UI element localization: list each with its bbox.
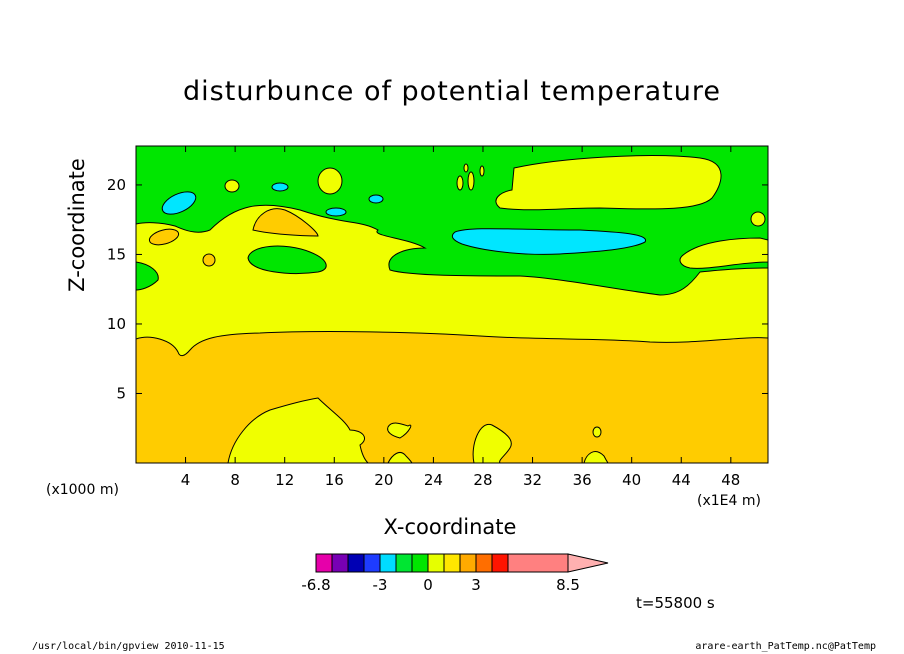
colorbar-arrow bbox=[567, 553, 609, 573]
colorbar-swatch bbox=[475, 553, 493, 573]
colorbar-swatch bbox=[459, 553, 477, 573]
colorbar-tick-label: -3 bbox=[373, 576, 388, 594]
colorbar-swatch bbox=[315, 553, 333, 573]
x-tick-label: 48 bbox=[721, 471, 740, 489]
colorbar-swatch bbox=[427, 553, 445, 573]
colorbar-swatch bbox=[491, 553, 509, 573]
colorbar-swatch bbox=[395, 553, 413, 573]
y-tick-label: 10 bbox=[107, 315, 126, 333]
x-tick-label: 16 bbox=[325, 471, 344, 489]
x-tick-label: 4 bbox=[181, 471, 191, 489]
x-tick-label: 8 bbox=[230, 471, 240, 489]
colorbar-swatch bbox=[443, 553, 461, 573]
x-tick-label: 28 bbox=[473, 471, 492, 489]
y-axis-title: Z-coordinate bbox=[65, 158, 89, 292]
footer-left: /usr/local/bin/gpview 2010-11-15 bbox=[32, 641, 225, 652]
x-unit-left: (x1000 m) bbox=[46, 482, 119, 498]
x-ticks: 4 8 12 16 20 24 28 32 36 40 44 48 bbox=[181, 146, 740, 489]
x-tick-label: 40 bbox=[622, 471, 641, 489]
field-yellow-lower bbox=[227, 397, 369, 463]
colorbar-tick-label: 8.5 bbox=[556, 576, 580, 594]
x-tick-label: 20 bbox=[374, 471, 393, 489]
colorbar-swatch bbox=[507, 553, 569, 573]
colorbar: -6.8 -3 0 3 8.5 bbox=[301, 553, 609, 594]
colorbar-tick-label: 0 bbox=[423, 576, 433, 594]
colorbar-swatch bbox=[331, 553, 349, 573]
x-axis-title: X-coordinate bbox=[383, 515, 517, 539]
chart-title: disturbunce of potential temperature bbox=[183, 76, 721, 107]
colorbar-swatch bbox=[411, 553, 429, 573]
x-unit-right: (x1E4 m) bbox=[697, 493, 761, 509]
colorbar-swatch bbox=[347, 553, 365, 573]
x-tick-label: 32 bbox=[523, 471, 542, 489]
y-tick-label: 15 bbox=[107, 245, 126, 263]
y-ticks: 5 10 15 20 bbox=[107, 176, 768, 402]
colorbar-swatch bbox=[363, 553, 381, 573]
x-tick-label: 36 bbox=[573, 471, 592, 489]
colorbar-swatch bbox=[379, 553, 397, 573]
y-tick-label: 20 bbox=[107, 176, 126, 194]
x-tick-label: 24 bbox=[424, 471, 443, 489]
colorbar-tick-label: -6.8 bbox=[301, 576, 330, 594]
x-tick-label: 44 bbox=[672, 471, 691, 489]
colorbar-tick-label: 3 bbox=[471, 576, 481, 594]
contour-field bbox=[136, 146, 768, 463]
x-tick-label: 12 bbox=[275, 471, 294, 489]
plot-frame bbox=[135, 145, 769, 464]
y-tick-label: 5 bbox=[116, 384, 126, 402]
field-cyan-main bbox=[451, 228, 646, 255]
footer-right: arare-earth_PatTemp.nc@PatTemp bbox=[695, 641, 876, 652]
time-label: t=55800 s bbox=[636, 594, 715, 612]
